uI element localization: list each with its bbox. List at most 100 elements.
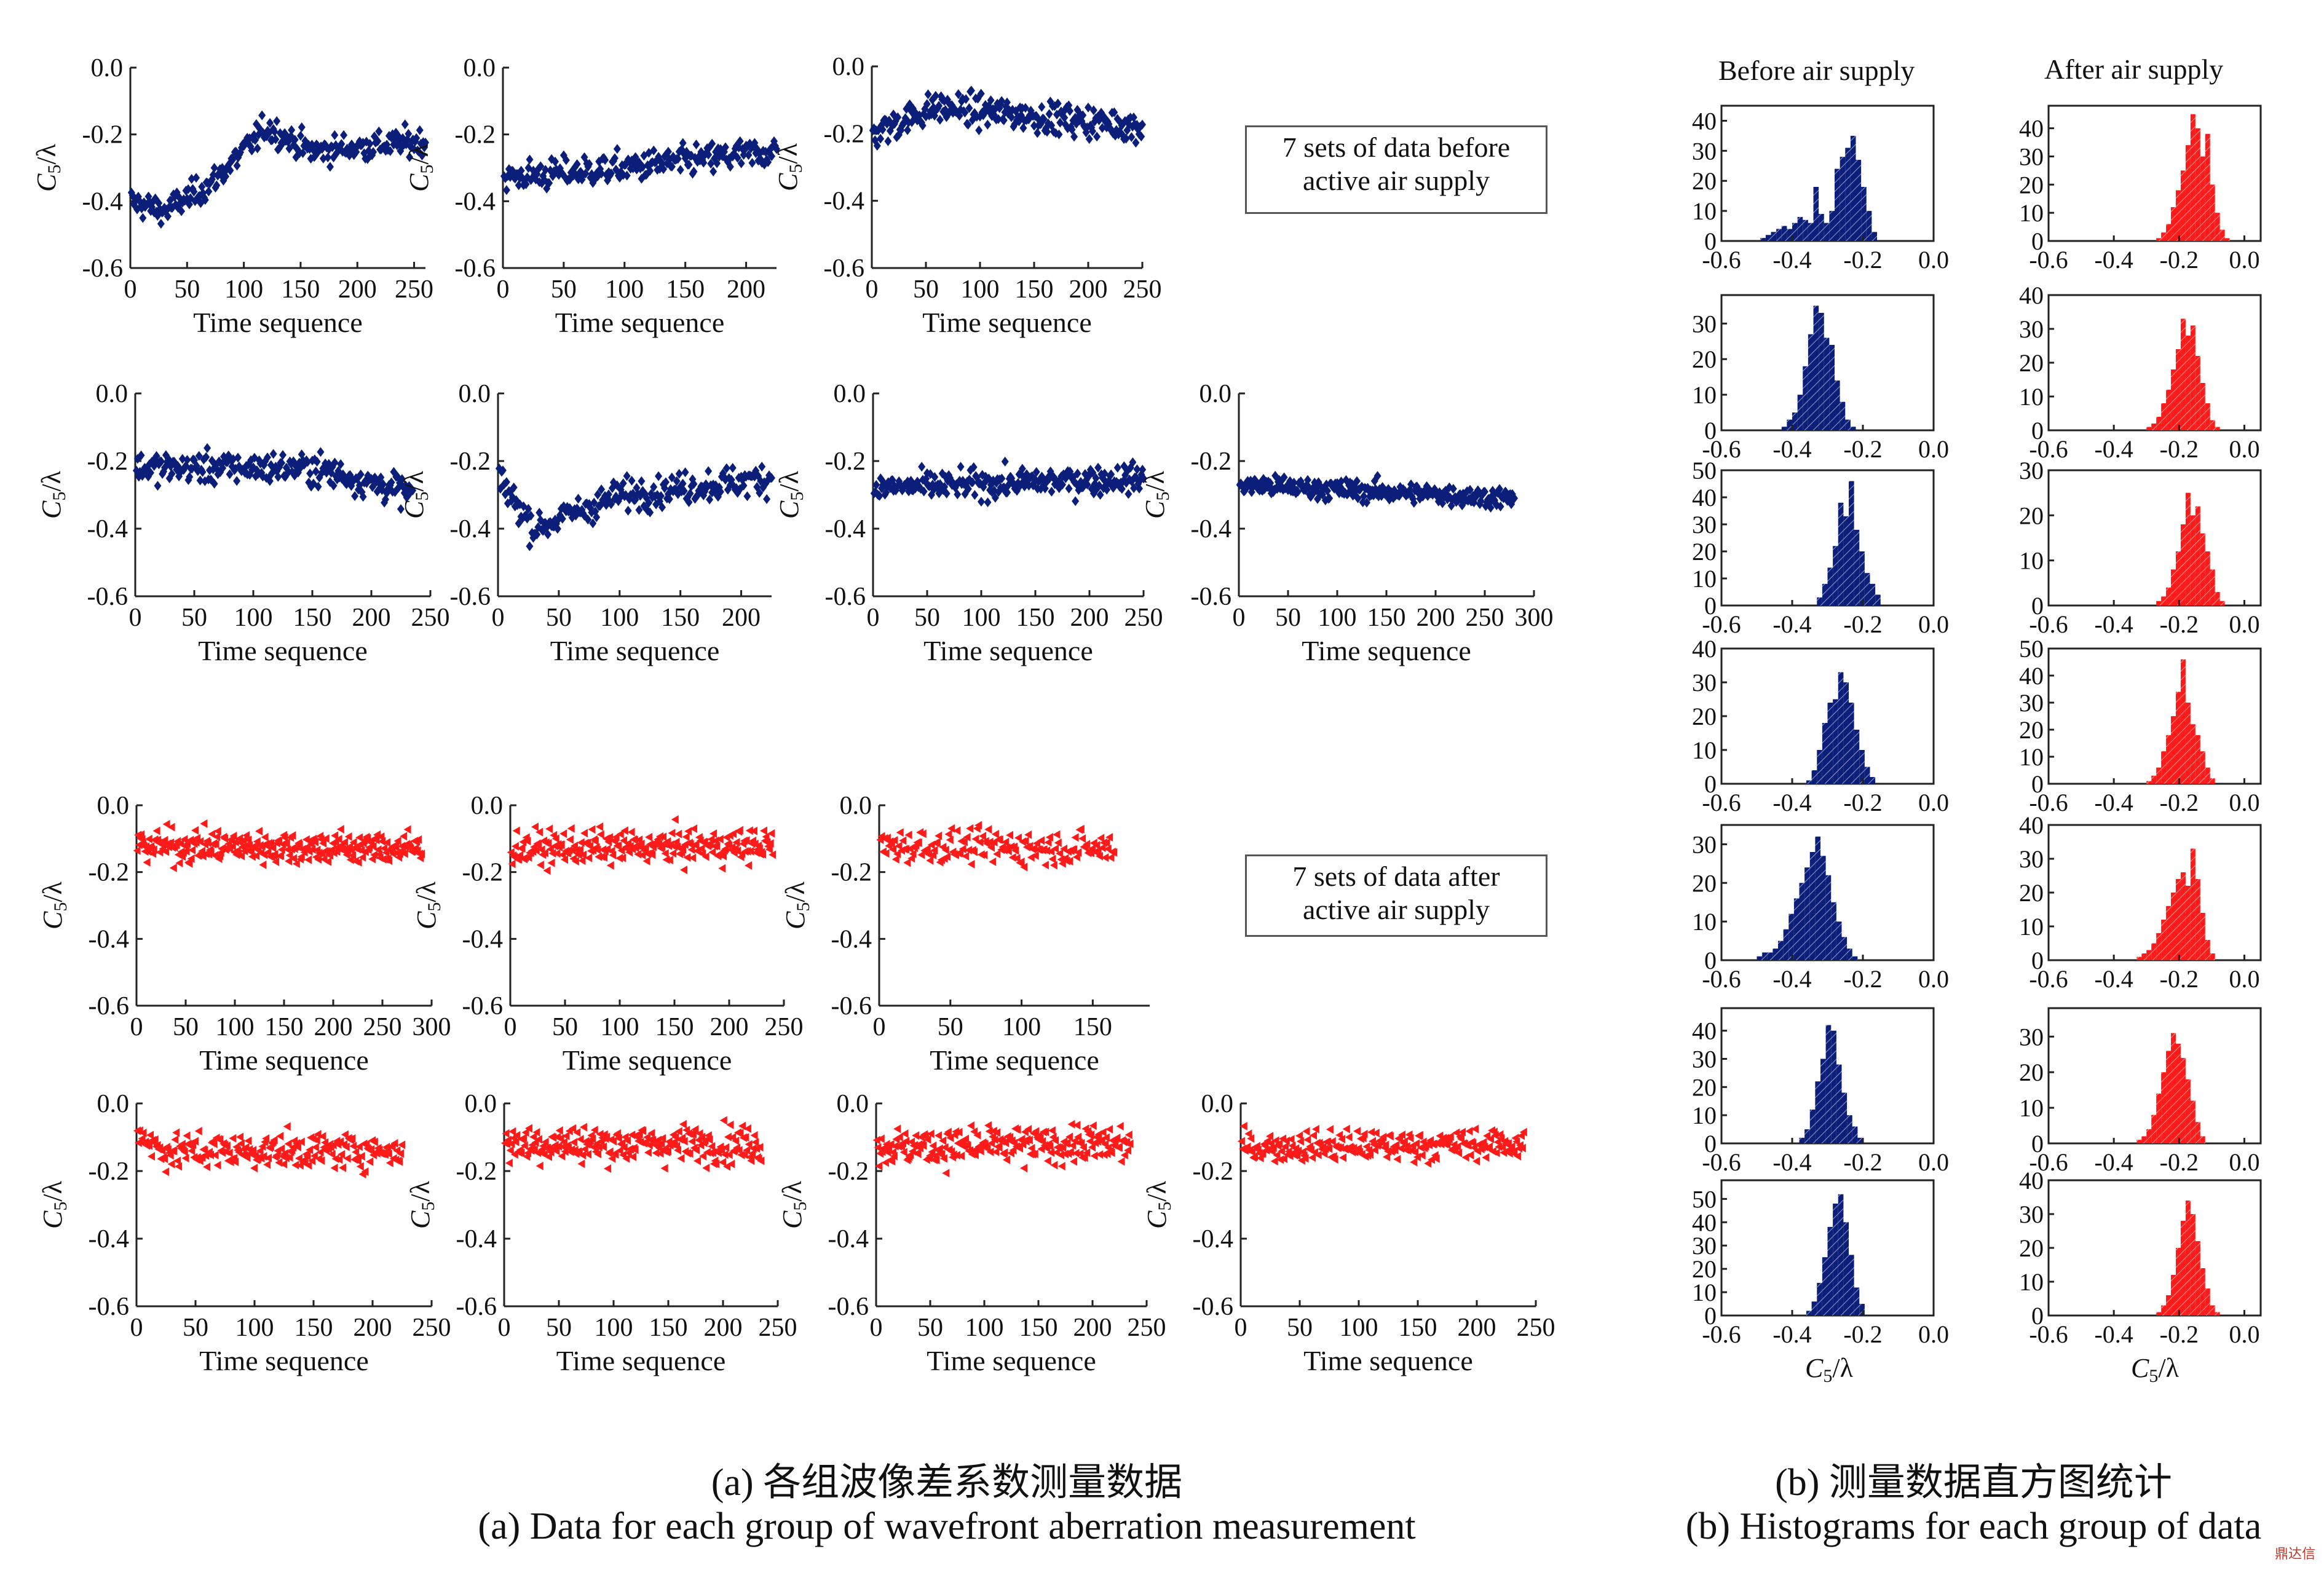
y-tick-label: -0.6 <box>825 583 866 611</box>
data-point <box>1056 1150 1064 1159</box>
data-point <box>211 840 219 849</box>
data-point <box>1353 476 1361 486</box>
data-point <box>275 1158 283 1167</box>
x-tick-label: 300 <box>413 1013 451 1041</box>
data-point <box>202 452 210 462</box>
data-point <box>1002 1155 1010 1164</box>
histogram-bar-hatch <box>2166 1295 2172 1316</box>
data-point <box>338 1150 346 1159</box>
data-point <box>1424 1159 1432 1168</box>
x-tick-label: 100 <box>965 1314 1004 1342</box>
data-point <box>660 164 668 175</box>
data-point <box>340 130 348 140</box>
data-point <box>619 1150 627 1159</box>
data-point <box>252 851 260 861</box>
data-point <box>702 852 709 861</box>
y-tick-label: 10 <box>1692 908 1717 936</box>
data-point <box>1059 479 1066 490</box>
data-point <box>1495 1142 1503 1151</box>
data-point <box>890 1151 898 1161</box>
data-point <box>1032 467 1040 477</box>
data-point <box>768 473 775 483</box>
histogram-bar-hatch <box>2190 114 2196 241</box>
data-point <box>1087 1130 1095 1140</box>
x-tick-label: -0.4 <box>2094 789 2133 816</box>
histogram-bar-hatch <box>1864 767 1870 784</box>
x-tick-label: 0.0 <box>2229 965 2259 993</box>
data-point <box>1021 837 1029 846</box>
histogram-bar-hatch <box>2195 506 2200 606</box>
y-tick-label: 10 <box>2019 199 2044 227</box>
data-point <box>909 850 917 859</box>
data-point <box>186 471 194 482</box>
data-point <box>906 844 914 853</box>
x-tick-label: 200 <box>704 1314 743 1342</box>
data-point <box>726 162 734 172</box>
histogram-bar-hatch <box>1797 395 1803 430</box>
histogram-bar-hatch <box>2156 1093 2162 1143</box>
data-point <box>229 831 237 840</box>
data-point <box>637 839 645 848</box>
histogram-bar-hatch <box>1870 583 1876 606</box>
histogram-bar-hatch <box>2176 692 2181 784</box>
data-point <box>709 166 717 176</box>
x-tick-label: 50 <box>181 604 207 632</box>
y-tick-label: 0.0 <box>1200 380 1232 408</box>
histogram-bar-hatch <box>1765 235 1771 241</box>
x-tick-label: 100 <box>962 604 1001 632</box>
data-point <box>359 492 367 502</box>
data-point <box>1043 846 1051 855</box>
x-tick-label: 50 <box>1287 1314 1313 1342</box>
data-point <box>172 1128 180 1137</box>
data-point <box>748 157 756 168</box>
data-point <box>553 849 561 858</box>
data-point <box>1072 496 1080 507</box>
histogram-bar-hatch <box>1762 952 1768 960</box>
data-point <box>1458 1127 1466 1137</box>
x-tick-label: 100 <box>600 604 639 632</box>
data-point <box>313 457 321 467</box>
histogram-bar-hatch <box>2176 190 2181 241</box>
data-point <box>213 180 221 191</box>
data-point <box>1065 483 1073 494</box>
data-point <box>520 1134 528 1143</box>
data-point <box>573 159 581 169</box>
histogram-bar-hatch <box>1822 583 1828 606</box>
data-point <box>877 133 885 144</box>
histogram-bar-hatch <box>1788 913 1794 960</box>
data-point <box>515 180 523 191</box>
data-point <box>575 845 583 854</box>
plot-frame <box>2047 647 2262 785</box>
data-point <box>529 1132 537 1142</box>
y-tick-label: 30 <box>1692 1046 1717 1073</box>
histogram-bar-hatch <box>2195 1122 2200 1143</box>
data-point <box>316 1148 324 1157</box>
data-point <box>756 487 764 498</box>
data-point <box>1043 1156 1051 1166</box>
histogram-bar-hatch <box>1838 502 1844 606</box>
data-point <box>355 833 363 842</box>
data-point <box>681 467 689 478</box>
data-point <box>980 850 988 859</box>
data-point <box>612 832 620 842</box>
data-point <box>1342 1124 1350 1134</box>
legend-after: 7 sets of data after active air supply <box>1245 854 1547 937</box>
y-tick-label: 0.0 <box>97 792 130 820</box>
data-point <box>409 485 417 495</box>
data-point <box>882 849 890 858</box>
y-tick-label: 30 <box>1692 310 1717 337</box>
x-tick-label: 0.0 <box>1918 1320 1949 1348</box>
histogram-bar-hatch <box>2156 417 2162 430</box>
data-point <box>306 1145 314 1154</box>
x-tick-label: 100 <box>601 1013 639 1041</box>
data-point <box>551 156 559 167</box>
data-point <box>544 529 552 540</box>
data-point <box>588 1134 596 1143</box>
data-point <box>716 835 724 844</box>
histogram-bar-hatch <box>1799 883 1805 960</box>
histogram-bar-hatch <box>2195 128 2200 241</box>
data-point <box>706 494 714 505</box>
data-point <box>967 85 975 96</box>
